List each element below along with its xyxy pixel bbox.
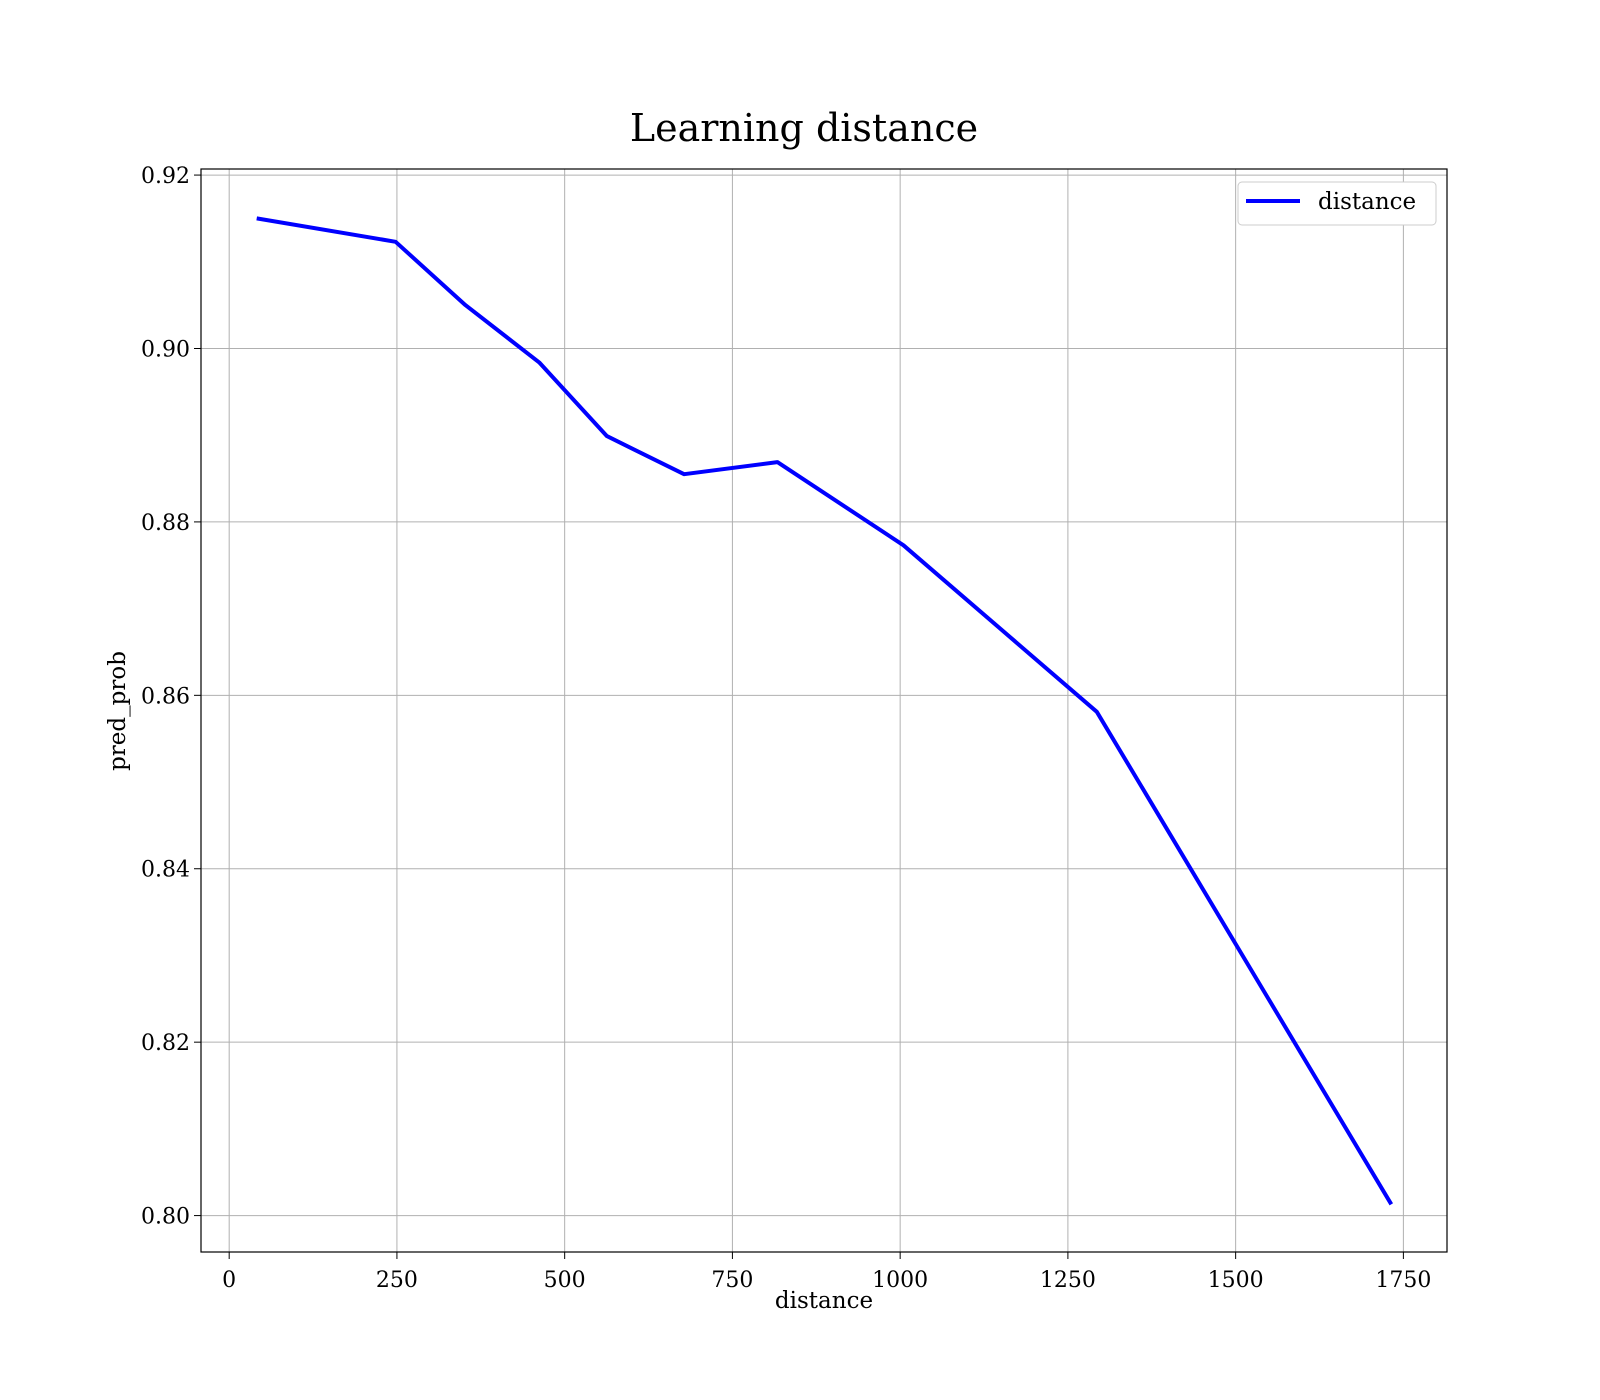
chart-title: Learning distance — [630, 106, 978, 150]
legend-box — [1237, 181, 1437, 226]
x-tick-label: 500 — [544, 1268, 586, 1293]
x-tick-label: 750 — [711, 1268, 753, 1293]
series-lines — [256, 216, 1394, 1206]
y-tick-label: 0.88 — [141, 511, 190, 536]
x-tick-label: 1500 — [1208, 1268, 1264, 1293]
x-axis-label: distance — [775, 1288, 873, 1314]
x-tick-label: 1750 — [1375, 1268, 1431, 1293]
legend: distance — [1237, 181, 1437, 226]
y-axis-label: pred_prob — [105, 651, 131, 771]
y-axis-ticks: 0.80 0.82 0.84 0.86 0.88 0.90 0.92 — [141, 164, 201, 1230]
x-tick-label: 1250 — [1040, 1268, 1096, 1293]
y-tick-label: 0.80 — [141, 1205, 190, 1230]
y-tick-label: 0.90 — [141, 337, 190, 362]
x-tick-label: 250 — [376, 1268, 418, 1293]
x-tick-label: 1000 — [872, 1268, 928, 1293]
series-line-distance — [256, 216, 1394, 1206]
grid-lines — [201, 169, 1447, 1252]
x-axis-ticks: 0 250 500 750 1000 1250 1500 1750 — [222, 1252, 1431, 1293]
x-tick-label: 0 — [222, 1268, 236, 1293]
y-tick-label: 0.92 — [141, 164, 190, 189]
y-tick-label: 0.86 — [141, 684, 190, 709]
plot-frame — [200, 168, 1448, 1253]
y-tick-label: 0.84 — [141, 858, 190, 883]
legend-label-distance: distance — [1318, 189, 1416, 215]
y-tick-label: 0.82 — [141, 1031, 190, 1056]
